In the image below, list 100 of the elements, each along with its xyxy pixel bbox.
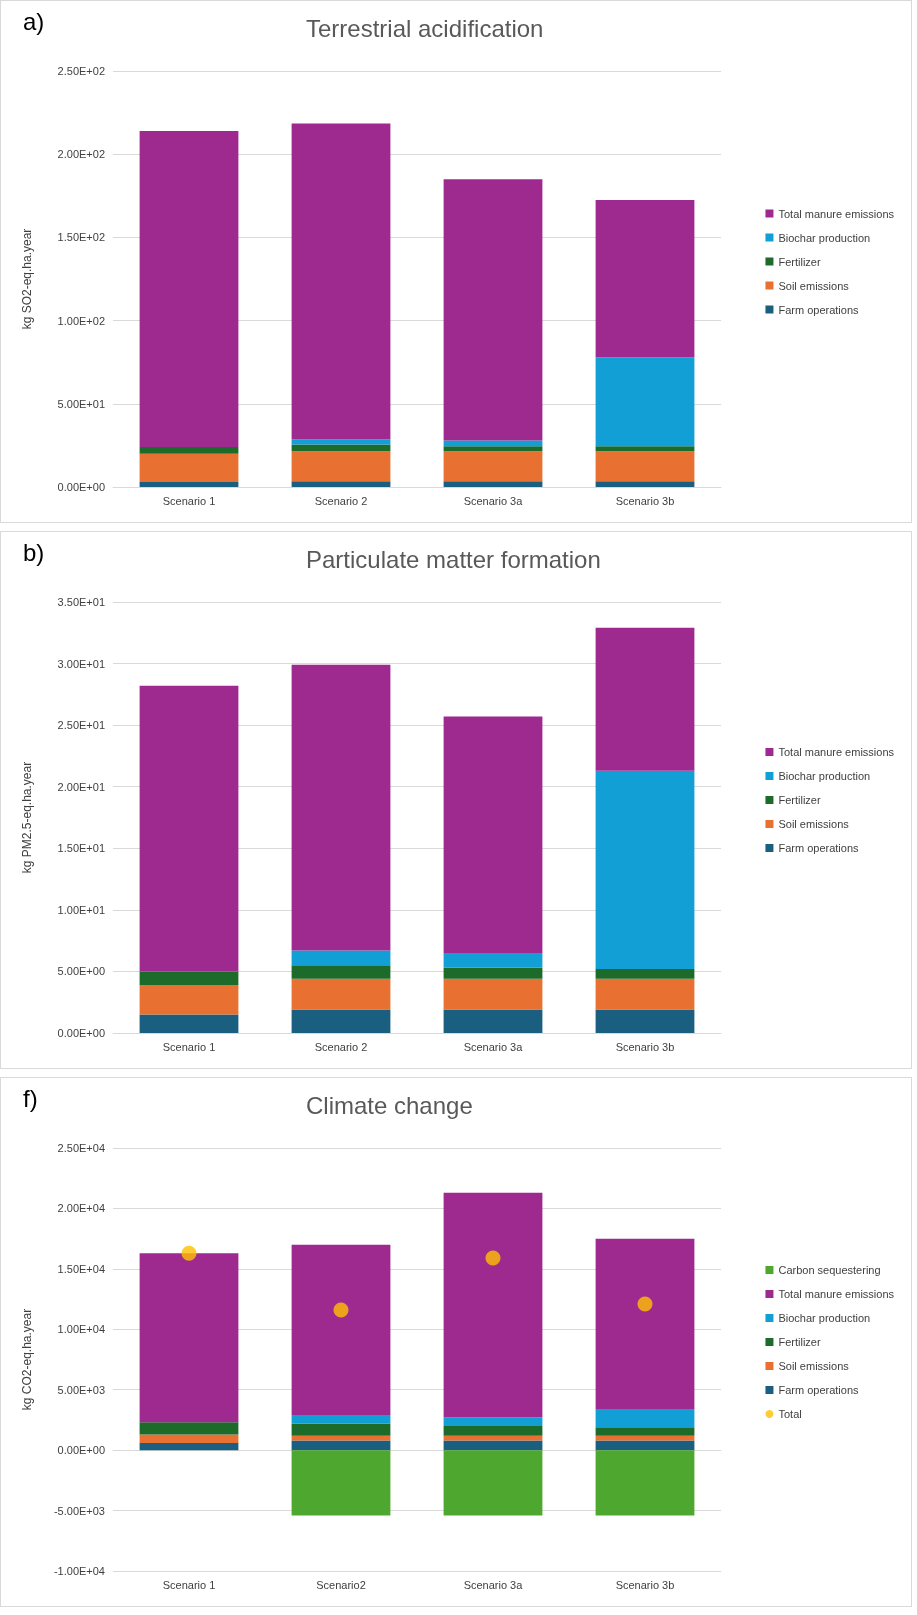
bar bbox=[443, 1425, 543, 1436]
x-tick-label: Scenario 1 bbox=[162, 494, 216, 507]
bar bbox=[139, 130, 239, 448]
text: f) bbox=[23, 1084, 38, 1112]
legend-label: Biochar production bbox=[778, 770, 871, 782]
text: b) bbox=[23, 538, 45, 566]
bar bbox=[139, 1253, 239, 1423]
bar bbox=[595, 1450, 695, 1516]
bar bbox=[595, 1427, 695, 1436]
bar bbox=[443, 440, 543, 447]
bar bbox=[595, 968, 695, 979]
y-axis-title: kg SO2-eq.ha.year bbox=[20, 228, 34, 330]
x-tick-label: Scenario 2 bbox=[314, 494, 368, 507]
x-tick-label: Scenario 3a bbox=[463, 1040, 524, 1053]
bar bbox=[291, 1415, 391, 1424]
y-tick-label: 0.00E+00 bbox=[57, 481, 105, 493]
y-tick-label: -5.00E+03 bbox=[53, 1504, 105, 1517]
y-tick-label: 5.00E+03 bbox=[57, 1383, 105, 1396]
y-tick-label: 1.00E+01 bbox=[57, 903, 105, 916]
bar bbox=[595, 627, 695, 771]
y-tick-label: 2.00E+01 bbox=[57, 780, 105, 793]
bar bbox=[139, 685, 239, 972]
bar bbox=[291, 1244, 391, 1416]
x-tick-label: Scenario 2 bbox=[314, 1040, 368, 1053]
x-tick-label: Scenario 3a bbox=[463, 1578, 524, 1591]
legend-label: Fertilizer bbox=[778, 1336, 821, 1348]
bar bbox=[595, 770, 695, 969]
legend-label: Soil emissions bbox=[778, 1360, 850, 1372]
y-axis-title: kg CO2-eq.ha.year bbox=[20, 1308, 34, 1411]
bar bbox=[139, 453, 239, 483]
point bbox=[181, 1245, 197, 1261]
bar bbox=[595, 1009, 695, 1033]
bar bbox=[139, 447, 239, 454]
y-tick-label: 2.50E+01 bbox=[57, 719, 105, 732]
point bbox=[637, 1296, 653, 1312]
bar bbox=[443, 1192, 543, 1418]
bar bbox=[443, 481, 543, 487]
bar bbox=[291, 451, 391, 482]
bar bbox=[291, 481, 391, 487]
legend-label: Farm operations bbox=[778, 1384, 860, 1396]
bar bbox=[291, 950, 391, 966]
bar bbox=[291, 978, 391, 1010]
bar bbox=[139, 1434, 239, 1443]
y-tick-label: 3.50E+01 bbox=[57, 596, 105, 608]
bar bbox=[595, 357, 695, 447]
legend-label: Biochar production bbox=[778, 231, 871, 244]
bar bbox=[595, 481, 695, 487]
y-tick-label: 1.50E+01 bbox=[57, 842, 105, 855]
legend-label: Carbon sequestering bbox=[778, 1264, 881, 1276]
legend-label: Total bbox=[778, 1408, 802, 1420]
y-tick-label: 1.50E+02 bbox=[57, 231, 105, 244]
bar bbox=[443, 179, 543, 441]
legend-label: Total manure emissions bbox=[778, 1288, 895, 1300]
x-tick-label: Scenario 3b bbox=[615, 1040, 675, 1053]
x-tick-label: Scenario 3b bbox=[615, 494, 675, 507]
bar bbox=[291, 1423, 391, 1436]
legend-label: Soil emissions bbox=[778, 279, 850, 292]
x-tick-label: Scenario2 bbox=[316, 1578, 366, 1591]
y-tick-label: 1.50E+04 bbox=[57, 1262, 105, 1275]
bar bbox=[443, 446, 543, 452]
y-tick-label: 2.50E+02 bbox=[57, 65, 105, 77]
bar bbox=[443, 978, 543, 1010]
legend-label: Biochar production bbox=[778, 1312, 871, 1324]
bar bbox=[443, 716, 543, 953]
bar bbox=[443, 1009, 543, 1033]
y-axis-title: kg PM2.5-eq.ha.year bbox=[20, 761, 34, 874]
point bbox=[485, 1250, 501, 1266]
point bbox=[333, 1302, 349, 1318]
bar bbox=[291, 664, 391, 951]
bar bbox=[595, 451, 695, 482]
bar bbox=[443, 1450, 543, 1516]
bar bbox=[443, 1440, 543, 1451]
legend-label: Fertilizer bbox=[778, 255, 821, 268]
x-tick-label: Scenario 1 bbox=[162, 1040, 216, 1053]
x-tick-label: Scenario 3b bbox=[615, 1578, 675, 1591]
legend-label: Fertilizer bbox=[778, 794, 821, 806]
legend-label: Farm operations bbox=[778, 303, 860, 316]
bar bbox=[139, 1422, 239, 1435]
bar bbox=[139, 482, 239, 487]
bar bbox=[291, 123, 391, 440]
legend-label: Farm operations bbox=[778, 842, 860, 854]
text: a) bbox=[23, 7, 45, 35]
bar bbox=[291, 1450, 391, 1516]
bar bbox=[595, 199, 695, 358]
bar bbox=[443, 451, 543, 482]
legend-label: Total manure emissions bbox=[778, 207, 895, 220]
legend-label: Total manure emissions bbox=[778, 746, 895, 758]
chart-title: Particulate matter formation bbox=[306, 545, 601, 573]
bar bbox=[595, 978, 695, 1010]
bar bbox=[595, 1440, 695, 1451]
bar bbox=[139, 1442, 239, 1451]
x-tick-label: Scenario 1 bbox=[162, 1578, 216, 1591]
y-tick-label: 2.00E+04 bbox=[57, 1202, 105, 1215]
bar bbox=[443, 967, 543, 979]
bar bbox=[291, 439, 391, 445]
chart-title: Climate change bbox=[306, 1091, 473, 1119]
bar bbox=[443, 1417, 543, 1426]
y-tick-label: 0.00E+00 bbox=[57, 1444, 105, 1457]
bar bbox=[595, 1409, 695, 1428]
bar bbox=[139, 984, 239, 1015]
